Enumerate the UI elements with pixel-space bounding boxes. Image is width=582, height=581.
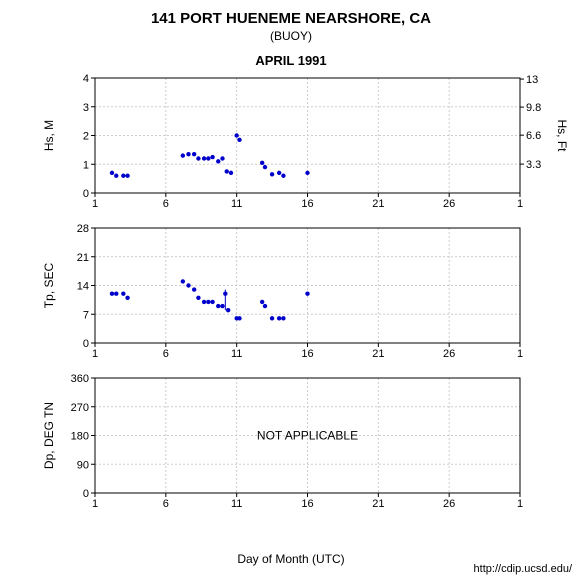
svg-text:3: 3 — [83, 102, 89, 114]
svg-text:1: 1 — [92, 348, 98, 360]
svg-text:21: 21 — [372, 348, 384, 360]
svg-text:270: 270 — [71, 402, 89, 414]
svg-text:21: 21 — [372, 498, 384, 510]
svg-text:1: 1 — [517, 198, 523, 210]
svg-text:Hs, Ft: Hs, Ft — [555, 120, 569, 153]
svg-text:Dp, DEG TN: Dp, DEG TN — [42, 402, 56, 469]
svg-text:11: 11 — [231, 498, 242, 510]
svg-text:0: 0 — [83, 338, 89, 350]
svg-text:14: 14 — [77, 281, 89, 293]
chart-month: APRIL 1991 — [0, 53, 582, 68]
svg-text:13: 13 — [526, 74, 538, 86]
svg-text:1: 1 — [517, 498, 523, 510]
svg-text:1: 1 — [92, 498, 98, 510]
svg-text:16: 16 — [301, 498, 313, 510]
svg-text:6.6: 6.6 — [526, 130, 541, 142]
chart-svg: 012343.36.69.813Hs, Ft16111621261Hs, M07… — [0, 68, 582, 548]
svg-text:0: 0 — [83, 188, 89, 200]
svg-text:6: 6 — [163, 498, 169, 510]
svg-text:0: 0 — [83, 488, 89, 500]
svg-text:7: 7 — [83, 309, 89, 321]
credit-link: http://cdip.ucsd.edu/ — [474, 563, 572, 575]
svg-text:180: 180 — [71, 431, 89, 443]
svg-text:26: 26 — [443, 198, 455, 210]
svg-text:26: 26 — [443, 348, 455, 360]
svg-text:6: 6 — [163, 198, 169, 210]
svg-text:360: 360 — [71, 373, 89, 385]
svg-text:11: 11 — [231, 198, 242, 210]
chart-title: 141 PORT HUENEME NEARSHORE, CA — [0, 0, 582, 27]
svg-text:16: 16 — [301, 198, 313, 210]
svg-text:3.3: 3.3 — [526, 159, 541, 171]
chart-subtitle: (BUOY) — [0, 29, 582, 43]
svg-text:9.8: 9.8 — [526, 102, 541, 114]
svg-text:16: 16 — [301, 348, 313, 360]
svg-text:1: 1 — [83, 159, 89, 171]
svg-text:NOT APPLICABLE: NOT APPLICABLE — [257, 429, 358, 443]
svg-text:2: 2 — [83, 131, 89, 143]
svg-text:6: 6 — [163, 348, 169, 360]
svg-text:28: 28 — [77, 223, 89, 235]
svg-text:11: 11 — [231, 348, 242, 360]
chart-container: 141 PORT HUENEME NEARSHORE, CA (BUOY) AP… — [0, 0, 582, 581]
svg-text:21: 21 — [372, 198, 384, 210]
svg-text:Tp, SEC: Tp, SEC — [42, 263, 56, 309]
svg-text:1: 1 — [517, 348, 523, 360]
svg-text:Hs, M: Hs, M — [42, 120, 56, 151]
svg-text:90: 90 — [77, 459, 89, 471]
svg-text:1: 1 — [92, 198, 98, 210]
svg-text:26: 26 — [443, 498, 455, 510]
svg-text:4: 4 — [83, 73, 89, 85]
svg-text:21: 21 — [77, 252, 89, 264]
